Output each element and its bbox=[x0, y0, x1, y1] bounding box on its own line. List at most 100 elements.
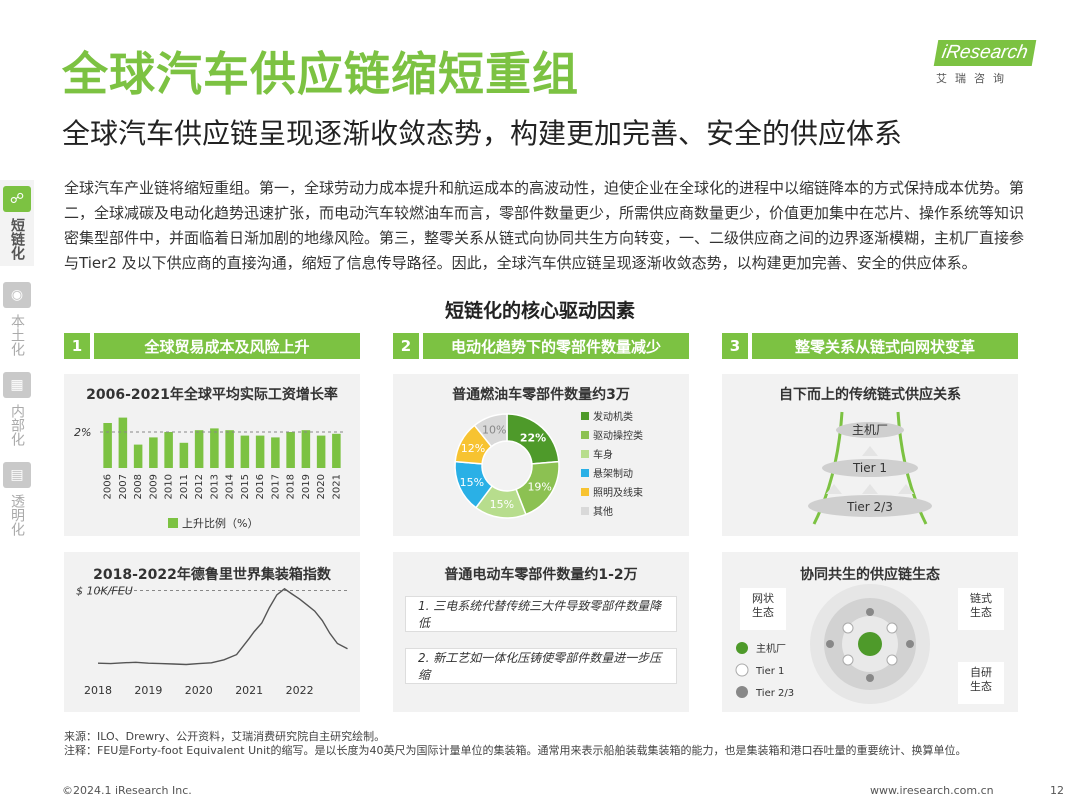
wage-bar bbox=[118, 417, 128, 468]
wage-tick-label: 2018 bbox=[286, 474, 297, 499]
ice-legend-swatch bbox=[581, 431, 589, 439]
wage-bar bbox=[316, 435, 326, 468]
sidebar-item-localization[interactable]: ◉ 本土化 bbox=[0, 282, 34, 356]
wage-legend-swatch bbox=[168, 518, 178, 528]
ev-parts-title: 普通电动车零部件数量约1-2万 bbox=[444, 567, 638, 583]
page-subtitle: 全球汽车供应链呈现逐渐收敛态势，构建更加完善、安全的供应体系 bbox=[62, 117, 903, 150]
arrow-up-icon bbox=[898, 484, 914, 494]
wage-tick-label: 2020 bbox=[316, 474, 327, 499]
ev-note-2: 2. 新工艺如一体化压铸使零部件数量进一步压缩 bbox=[405, 648, 677, 684]
eco-oem-node bbox=[858, 632, 882, 656]
wage-legend-label: 上升比例（%） bbox=[182, 516, 258, 530]
container-chart-panel: 2018-2022年德鲁里世界集装箱指数 $ 10K/FEU 2018 2019 20… bbox=[64, 552, 360, 712]
wage-tick-label: 2011 bbox=[179, 474, 190, 499]
wage-tick-label: 2012 bbox=[194, 474, 205, 499]
logo-mark: iResearch bbox=[933, 40, 1036, 66]
wage-tick-label: 2006 bbox=[103, 474, 114, 499]
container-line-chart: $ 10K/FEU 2018 2019 2020 2021 2022 bbox=[76, 585, 350, 697]
wage-tick-label: 2008 bbox=[133, 474, 144, 499]
ice-legend-label: 驱动操控类 bbox=[593, 429, 643, 442]
ice-donut-slice bbox=[473, 413, 508, 448]
ice-slice-label: 19% bbox=[527, 480, 551, 493]
footer-copyright: ©2024.1 iResearch Inc. bbox=[62, 784, 192, 797]
ice-legend-label: 照明及线束 bbox=[593, 486, 643, 499]
eco-tier23-node bbox=[866, 674, 874, 682]
wage-tick-label: 2017 bbox=[270, 474, 281, 499]
container-tick-label: 2021 bbox=[235, 684, 263, 697]
globe-icon: ◉ bbox=[3, 282, 31, 308]
wage-bar bbox=[271, 437, 280, 468]
banner-trade-cost: 1 全球贸易成本及风险上升 bbox=[64, 333, 360, 359]
chain-diagram-title: 自下而上的传统链式供应关系 bbox=[779, 387, 961, 403]
ice-legend-swatch bbox=[581, 412, 589, 420]
chain-label-oem: 主机厂 bbox=[852, 423, 888, 437]
container-tick-label: 2019 bbox=[134, 684, 162, 697]
chain-diagram-panel: 自下而上的传统链式供应关系 主机厂 Tier 1 Tier 2/3 bbox=[722, 374, 1018, 536]
sidebar-item-transparency[interactable]: ▤ 透明化 bbox=[0, 462, 34, 536]
sidebar-item-label: 本土化 bbox=[9, 314, 25, 356]
ecosystem-panel: 协同共生的供应链生态 网状 生态 链式 生态 自研 生态 主机厂 Tier 1 … bbox=[722, 552, 1018, 712]
ice-parts-title: 普通燃油车零部件数量约3万 bbox=[452, 387, 630, 403]
footnote-line: 注释：FEU是Forty-foot Equivalent Unit的缩写。是以长… bbox=[64, 744, 967, 757]
wage-tick-label: 2007 bbox=[118, 474, 129, 499]
eco-tier23-node bbox=[826, 640, 834, 648]
banner-number: 1 bbox=[64, 333, 90, 359]
eco-label-chain: 链式 生态 bbox=[958, 588, 1004, 630]
chain-label-tier1: Tier 1 bbox=[852, 461, 887, 475]
ice-legend-label: 车身 bbox=[593, 448, 613, 461]
banner-electrification: 2 电动化趋势下的零部件数量减少 bbox=[393, 333, 689, 359]
banner-relationship: 3 整零关系从链式向网状变革 bbox=[722, 333, 1018, 359]
wage-tick-label: 2014 bbox=[225, 474, 236, 499]
ice-legend-label: 悬架制动 bbox=[593, 467, 633, 480]
wage-tick-label: 2015 bbox=[240, 474, 251, 499]
wage-bar bbox=[133, 444, 143, 468]
sidebar-nav: ☍ 短链化 ◉ 本土化 ▦ 内部化 ▤ 透明化 bbox=[0, 180, 34, 552]
wage-chart-title: 2006-2021年全球平均实际工资增长率 bbox=[86, 387, 338, 403]
network-icon: ▦ bbox=[3, 372, 31, 398]
document-icon: ▤ bbox=[3, 462, 31, 488]
ice-legend-label: 其他 bbox=[593, 505, 613, 518]
wage-bar bbox=[164, 432, 173, 468]
wage-bar bbox=[103, 423, 112, 468]
ice-legend-swatch bbox=[581, 450, 589, 458]
drivers-heading: 短链化的核心驱动因素 bbox=[444, 300, 635, 322]
container-tick-label: 2022 bbox=[286, 684, 314, 697]
ice-slice-label: 22% bbox=[520, 432, 546, 445]
wage-bar bbox=[240, 435, 250, 468]
ice-legend-swatch bbox=[581, 469, 589, 477]
logo-subtext: 艾瑞咨询 bbox=[936, 72, 1012, 85]
sidebar-item-internalization[interactable]: ▦ 内部化 bbox=[0, 372, 34, 446]
wage-reference-label: 2% bbox=[74, 426, 91, 439]
ice-parts-panel: 普通燃油车零部件数量约3万 22% 19% 15% 15% 12% 10% 发动机类 驱动操控… bbox=[393, 374, 689, 536]
eco-tier1-node bbox=[842, 654, 854, 666]
wage-bar bbox=[149, 437, 158, 468]
container-tick-label: 2020 bbox=[185, 684, 213, 697]
ev-parts-panel: 普通电动车零部件数量约1-2万 1. 三电系统代替传统三大件导致零部件数量降低 … bbox=[393, 552, 689, 712]
legend-oem-swatch bbox=[736, 642, 748, 654]
ice-legend-swatch bbox=[581, 488, 589, 496]
container-chart-title: 2018-2022年德鲁里世界集装箱指数 bbox=[93, 567, 331, 583]
page-number: 12 bbox=[1050, 784, 1064, 797]
eco-tier23-node bbox=[906, 640, 914, 648]
ecosystem-title: 协同共生的供应链生态 bbox=[800, 567, 940, 583]
page-title: 全球汽车供应链缩短重组 bbox=[62, 47, 579, 101]
eco-tier23-node bbox=[866, 608, 874, 616]
container-tick-label: 2018 bbox=[84, 684, 112, 697]
ecosystem-diagram: 主机厂 Tier 1 Tier 2/3 bbox=[735, 584, 930, 704]
wage-bar bbox=[210, 428, 219, 468]
ice-slice-label: 15% bbox=[460, 476, 484, 489]
wage-tick-label: 2016 bbox=[255, 474, 266, 499]
sidebar-item-label: 透明化 bbox=[9, 494, 25, 536]
ice-slice-label: 12% bbox=[461, 442, 485, 455]
eco-label-selfdev: 自研 生态 bbox=[958, 662, 1004, 704]
link-icon: ☍ bbox=[3, 186, 31, 212]
ice-slice-label: 15% bbox=[490, 498, 514, 511]
sidebar-item-label: 内部化 bbox=[9, 404, 25, 446]
sidebar-item-short-chain[interactable]: ☍ 短链化 bbox=[0, 180, 34, 266]
source-note: 来源：ILO、Drewry、公开资料，艾瑞消费研究院自主研究绘制。 注释：FEU… bbox=[64, 730, 1034, 758]
banner-text: 整零关系从链式向网状变革 bbox=[752, 333, 1018, 359]
container-index-line bbox=[97, 587, 348, 666]
eco-label-network: 网状 生态 bbox=[740, 588, 786, 630]
legend-tier23-label: Tier 2/3 bbox=[755, 688, 794, 699]
wage-bar-chart: 2006 2007 2008 2009 2010 2011 2012 2013 2014 2015… bbox=[74, 417, 344, 530]
